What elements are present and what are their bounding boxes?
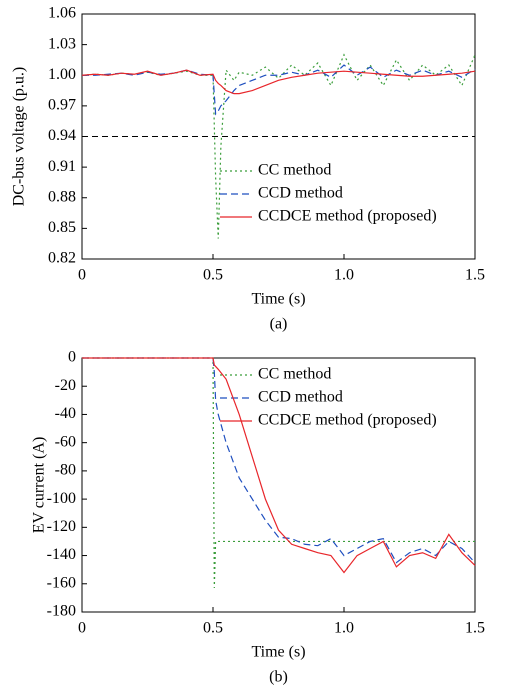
y-tick-label: -180	[47, 603, 76, 620]
legend-label: CC method	[258, 366, 331, 383]
y-axis-label: DC-bus voltage (p.u.)	[11, 67, 28, 207]
x-tick-label: 1.5	[465, 620, 485, 637]
caption: (b)	[269, 669, 288, 686]
series-line	[81, 69, 476, 95]
y-tick-label: 0.88	[48, 188, 76, 205]
x-tick-label: 1.0	[334, 620, 354, 637]
legend-label: CCDCE method (proposed)	[258, 208, 437, 225]
y-tick-label: -120	[47, 518, 76, 535]
legend-label: CCD method	[258, 185, 343, 202]
y-tick-label: 0.82	[48, 250, 76, 267]
y-tick-label: 0.94	[48, 127, 76, 144]
series-line	[81, 53, 476, 239]
series-line	[82, 357, 476, 574]
y-tick-label: 0	[68, 349, 76, 366]
x-tick-label: 0	[78, 620, 86, 637]
y-tick-label: -20	[55, 377, 76, 394]
y-tick-label: -40	[55, 405, 76, 422]
y-tick-label: 1.06	[48, 5, 76, 22]
y-tick-label: 0.97	[48, 97, 76, 114]
legend-label: CC method	[258, 162, 331, 179]
x-tick-label: 1.0	[334, 267, 354, 284]
x-axis-label: Time (s)	[251, 644, 305, 661]
legend-label: CCDCE method (proposed)	[258, 412, 437, 429]
series-line	[82, 357, 476, 564]
x-tick-label: 0	[78, 267, 86, 284]
y-tick-label: 1.00	[48, 66, 76, 83]
y-tick-label: -80	[55, 462, 76, 479]
x-axis-label: Time (s)	[251, 291, 305, 308]
legend-label: CCD method	[258, 389, 343, 406]
series-line	[82, 64, 476, 116]
y-tick-label: 1.03	[48, 35, 76, 52]
y-tick-label: -60	[55, 433, 76, 450]
y-tick-label: 0.91	[48, 158, 76, 175]
x-tick-label: 0.5	[203, 267, 223, 284]
x-tick-label: 1.5	[465, 267, 485, 284]
y-tick-label: 0.85	[48, 219, 76, 236]
x-tick-label: 0.5	[203, 620, 223, 637]
plot-frame	[81, 357, 476, 613]
y-tick-label: -140	[47, 546, 76, 563]
series-line	[82, 357, 475, 589]
y-axis-label: EV current (A)	[31, 437, 48, 534]
y-tick-label: -160	[47, 574, 76, 591]
caption: (a)	[270, 316, 288, 333]
y-tick-label: -100	[47, 490, 76, 507]
